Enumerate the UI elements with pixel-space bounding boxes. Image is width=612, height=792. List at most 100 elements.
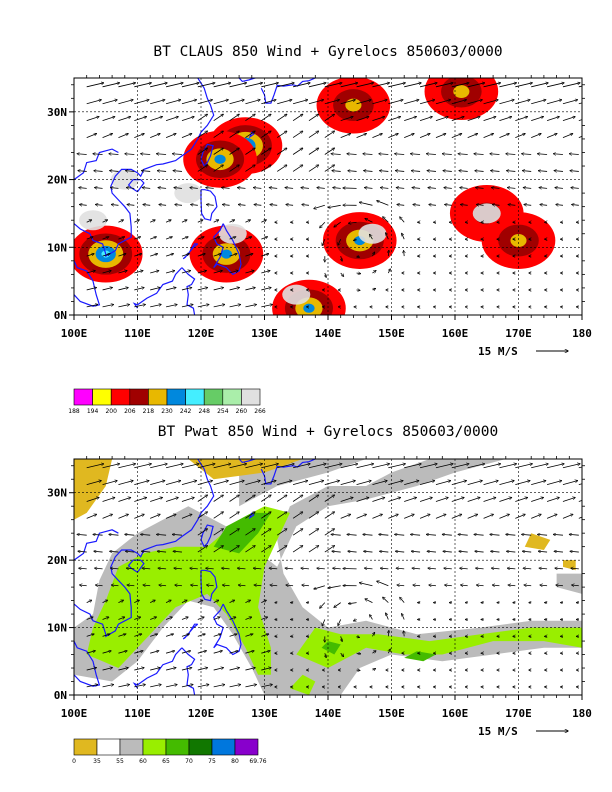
wind-vector [491,171,500,172]
wind-vector [301,568,309,569]
moisture-band [321,641,341,655]
wind-vector [404,251,405,257]
wind-vector [491,551,500,552]
wind-vector [419,464,437,469]
wind-vector [349,603,357,604]
wind-vector [507,568,516,569]
wind-vector [522,551,532,552]
wind-vector [134,83,151,88]
wind-vector [245,114,255,121]
wind-vector [197,220,203,223]
wind-vector [499,497,511,502]
wind-vector [461,585,468,586]
wind-vector [197,131,208,138]
wind-vector [181,254,189,257]
wind-vector [524,205,532,206]
wind-vector [261,512,271,519]
chart2-gridlines [74,459,582,695]
wind-vector [197,288,208,291]
x-tick-label: 120E [188,327,215,340]
wind-vector [429,205,436,206]
wind-vector [404,100,419,105]
x-tick-label: 110E [124,327,151,340]
colorbar-swatch [203,388,224,406]
wind-vector [270,585,278,586]
wind-vector [546,83,564,88]
wind-vector [404,514,414,519]
wind-vector [324,481,340,486]
wind-vector [253,188,262,189]
wind-vector [102,617,109,620]
wind-vector [261,165,271,172]
wind-vector [118,83,135,88]
wind-vector [165,220,171,223]
wind-vector [334,221,341,227]
wind-vector [515,83,532,88]
wind-vector [261,131,271,138]
wind-vector [348,171,357,172]
wind-vector [411,551,421,552]
wind-vector [238,188,246,189]
wind-vector [428,568,436,569]
wind-vector [467,481,483,486]
wind-vector [190,568,198,569]
wind-vector [77,154,87,155]
coastline [200,524,214,548]
wind-vector [402,233,405,240]
wind-vector [150,481,165,486]
wind-vector [476,205,484,206]
wind-vector [213,100,229,105]
wind-vector [181,651,191,654]
wind-vector [476,568,484,569]
wind-vector [165,304,177,308]
wind-vector [388,514,398,519]
wind-vector [229,131,240,138]
colorbar-swatch [119,738,144,756]
wind-vector [308,495,319,502]
wind-vector [419,514,430,519]
wind-vector [102,288,113,291]
wind-vector [507,171,516,172]
wind-vector [134,254,141,257]
wind-vector [426,154,436,155]
coastline [238,459,260,464]
wind-vector [229,304,241,308]
wind-vector [467,117,480,122]
wind-vector [292,464,310,469]
wind-vector [555,568,563,569]
wind-vector [143,205,151,206]
wind-vector [245,131,255,138]
wind-vector [483,464,501,469]
wind-vector [229,685,241,688]
wind-vector [222,568,230,569]
wind-vector [102,685,114,688]
wind-vector [508,205,516,206]
wind-vector [476,188,484,189]
wind-vector [110,551,119,552]
wind-vector [197,685,209,688]
wind-vector [459,551,468,552]
wind-vector [207,585,214,586]
wind-vector [261,100,276,105]
colorbar-label: 230 [161,408,173,415]
wind-vector [261,546,271,553]
wind-vector [308,83,326,88]
colorbar-label: 55 [116,758,124,765]
wind-vector [190,188,198,189]
wind-vector [213,634,221,637]
wind-vector [102,117,115,122]
colorbar-swatch [241,388,261,406]
wind-vector [222,188,230,189]
wind-vector [356,273,361,274]
colorbar-swatch [96,738,121,756]
chart2-title: BT Pwat 850 Wind + Gyrelocs 850603/0000 [158,424,498,440]
wind-vector [324,165,335,172]
wind-vector [127,585,135,586]
coastline [74,78,215,307]
wind-vector [429,585,436,586]
wind-vector [395,171,405,172]
wind-vector [213,464,231,469]
wind-vector [445,205,452,206]
wind-vector [174,188,182,189]
